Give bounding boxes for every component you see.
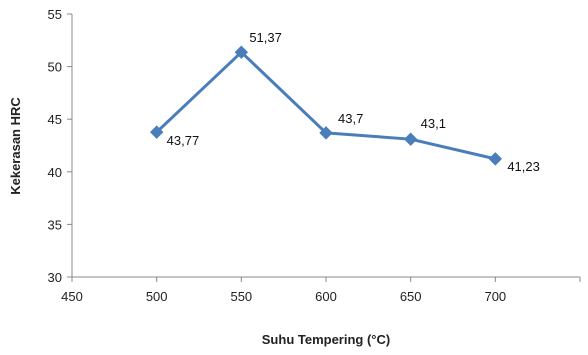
- series-line: [155, 50, 496, 161]
- data-label: 51,37: [249, 30, 282, 45]
- data-point-marker: [319, 126, 333, 140]
- data-point-marker: [234, 45, 249, 59]
- x-tick-label: 450: [61, 289, 83, 304]
- data-label: 43,1: [421, 116, 446, 131]
- data-label: 43,7: [338, 111, 363, 126]
- data-label: 41,23: [507, 159, 540, 174]
- data-point-marker: [488, 152, 503, 166]
- y-tick-label: 50: [48, 60, 62, 75]
- data-label: 43,77: [167, 133, 200, 148]
- y-axis-title: Kekerasan HRC: [8, 97, 23, 195]
- x-tick-label: 700: [484, 289, 506, 304]
- data-point-marker: [403, 132, 418, 146]
- x-tick-label: 500: [146, 289, 168, 304]
- series-layer: 43,77 51,37 43,7 43,1 41,23: [149, 30, 540, 174]
- plot-area: 30 35 40 45 50 55 450 500 550 600 650 700 43,77 51,…: [48, 7, 581, 304]
- y-axis-ticks: 30 35 40 45 50 55: [48, 7, 72, 285]
- x-tick-label: 600: [315, 289, 337, 304]
- y-tick-label: 45: [48, 112, 62, 127]
- data-point-marker: [149, 125, 164, 139]
- x-axis-ticks: 450 500 550 600 650 700: [61, 277, 581, 304]
- x-axis-title: Suhu Tempering (°C): [262, 332, 390, 347]
- x-tick-label: 650: [400, 289, 422, 304]
- y-tick-label: 55: [48, 7, 62, 22]
- y-tick-label: 40: [48, 165, 62, 180]
- x-tick-label: 550: [230, 289, 252, 304]
- y-tick-label: 35: [48, 217, 62, 232]
- y-tick-label: 30: [48, 270, 62, 285]
